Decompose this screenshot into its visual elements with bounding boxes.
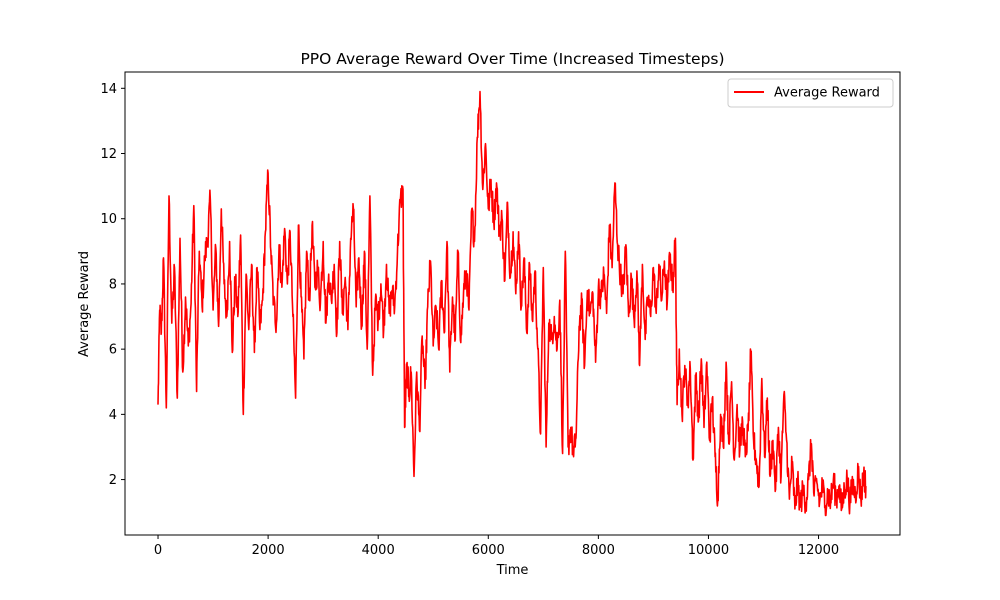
legend-box (727, 78, 894, 108)
y-tick-label: 8 (109, 277, 117, 292)
y-tick-label: 4 (109, 408, 117, 423)
y-tick-label: 2 (109, 473, 117, 488)
y-tick-label: 6 (109, 343, 117, 358)
chart-title: PPO Average Reward Over Time (Increased … (300, 50, 724, 68)
x-tick-label: 8000 (582, 543, 615, 558)
y-tick-label: 10 (100, 212, 117, 227)
series-line-average-reward (157, 90, 867, 517)
x-axis: 0 2000 4000 6000 8000 10000 12000 (154, 535, 839, 558)
legend-label-average-reward: Average Reward (774, 86, 880, 101)
legend: Average Reward (727, 78, 894, 108)
y-axis-label: Average Reward (77, 251, 92, 357)
y-tick-label: 12 (100, 147, 117, 162)
x-tick-label: 2000 (252, 543, 285, 558)
x-axis-label: Time (496, 563, 529, 578)
y-tick-label: 14 (100, 82, 117, 97)
x-tick-label: 4000 (362, 543, 395, 558)
series-layer (157, 90, 867, 517)
x-tick-label: 6000 (472, 543, 505, 558)
x-tick-label: 12000 (798, 543, 839, 558)
plot-area-frame (124, 71, 901, 536)
x-tick-label: 10000 (688, 543, 729, 558)
y-axis: 2 4 6 8 10 12 14 (100, 82, 125, 488)
x-tick-label: 0 (154, 543, 162, 558)
